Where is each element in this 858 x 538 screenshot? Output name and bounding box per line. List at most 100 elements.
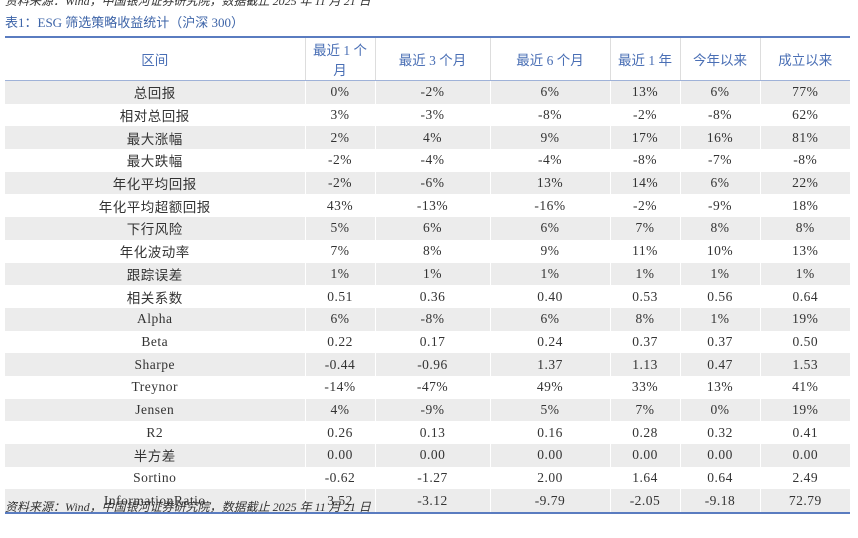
cell: 0.00 xyxy=(374,444,490,467)
cell: 19% xyxy=(759,398,850,422)
table-row: 最大涨幅 2% 4% 9% 17% 16% 81% xyxy=(5,126,850,150)
row-label: R2 xyxy=(146,424,164,440)
cell: 10% xyxy=(679,239,760,263)
cell: -2% xyxy=(374,80,490,104)
cell: 43% xyxy=(304,194,375,218)
cell: -9% xyxy=(374,398,490,422)
cell: 72.79 xyxy=(759,489,850,515)
cell: -8% xyxy=(374,307,490,331)
table-row: 年化平均超额回报 43% -13% -16% -2% -9% 18% xyxy=(5,194,850,218)
top-note: 资料来源：Wind，中国银河证券研究院，数据截止 2025 年 11 月 21 … xyxy=(5,0,371,8)
row-label: 半方差 xyxy=(5,444,305,467)
cell: 0% xyxy=(679,398,760,422)
cell: 0.00 xyxy=(304,444,375,467)
cell: -13% xyxy=(374,194,490,218)
cell: 3% xyxy=(304,103,375,127)
cell: 0.13 xyxy=(374,421,490,444)
cell: 6% xyxy=(679,80,760,104)
cell: 8% xyxy=(759,217,850,240)
row-label: 跟踪误差 xyxy=(5,262,305,286)
cell: 1% xyxy=(609,262,680,286)
cell: 6% xyxy=(489,217,610,240)
cell: 1% xyxy=(679,307,760,331)
cell: 6% xyxy=(489,307,610,331)
cell: -4% xyxy=(374,149,490,172)
cell: 0.40 xyxy=(489,285,610,308)
cell: 7% xyxy=(304,239,375,263)
cell: 0.24 xyxy=(489,330,610,354)
cell: 1% xyxy=(679,262,760,286)
table-row: Beta 0.22 0.17 0.24 0.37 0.37 0.50 xyxy=(5,330,850,354)
cell: 7% xyxy=(609,217,680,240)
column-header: 今年以来 xyxy=(679,36,760,81)
column-header: 最近 6 个月 xyxy=(489,36,610,81)
cell: 0.17 xyxy=(374,330,490,354)
cell: 0.28 xyxy=(609,421,680,444)
cell: -0.44 xyxy=(304,353,375,376)
cell: 1% xyxy=(759,262,850,286)
cell: 8% xyxy=(679,217,760,240)
cell: -7% xyxy=(679,149,760,172)
cell: 0.56 xyxy=(679,285,760,308)
cell: 5% xyxy=(489,398,610,422)
column-header: 最近 1 年 xyxy=(609,36,680,81)
cell: 13% xyxy=(759,239,850,263)
cell: 0% xyxy=(304,80,375,104)
cell: -3% xyxy=(374,103,490,127)
cell: 8% xyxy=(609,307,680,331)
cell: 49% xyxy=(489,375,610,399)
cell: 1.64 xyxy=(609,466,680,490)
table-row: 年化平均回报 -2% -6% 13% 14% 6% 22% xyxy=(5,171,850,195)
row-label: 相对总回报 xyxy=(119,109,190,125)
cell: 0.16 xyxy=(489,421,610,444)
cell: 0.41 xyxy=(759,421,850,444)
table-row: 下行风险 5% 6% 6% 7% 8% 8% xyxy=(5,217,850,240)
row-label: 年化平均超额回报 xyxy=(98,199,211,215)
row-label: 相关系数 xyxy=(126,290,183,306)
table-row: 跟踪误差 1% 1% 1% 1% 1% 1% xyxy=(5,262,850,286)
cell: 62% xyxy=(759,103,850,127)
cell: 0.37 xyxy=(679,330,760,354)
cell: 0.32 xyxy=(679,421,760,444)
cell: 18% xyxy=(759,194,850,218)
cell: -2% xyxy=(304,171,375,195)
cell: 14% xyxy=(609,171,680,195)
row-label: Treynor xyxy=(131,379,178,395)
table-row: 最大跌幅 -2% -4% -4% -8% -7% -8% xyxy=(5,149,850,172)
cell: 6% xyxy=(304,307,375,331)
column-header: 成立以来 xyxy=(759,36,850,81)
table-row: 年化波动率 7% 8% 9% 11% 10% 13% xyxy=(5,239,850,263)
cell: -9.79 xyxy=(489,489,610,515)
cell: -47% xyxy=(374,375,490,399)
column-header: 区间 xyxy=(5,36,305,81)
cell: 13% xyxy=(489,171,610,195)
cell: 11% xyxy=(609,239,680,263)
row-label: Sortino xyxy=(133,470,177,486)
cell: -14% xyxy=(304,375,375,399)
cell: -3.12 xyxy=(374,489,490,515)
cell: 0.00 xyxy=(489,444,610,467)
table-row: 总回报 0% -2% 6% 13% 6% 77% xyxy=(5,80,850,104)
row-label: 年化波动率 xyxy=(119,245,190,261)
cell: 4% xyxy=(374,126,490,150)
cell: 0.47 xyxy=(679,353,760,376)
cell: 8% xyxy=(374,239,490,263)
table-row: R2 0.26 0.13 0.16 0.28 0.32 0.41 xyxy=(5,421,850,444)
cell: 81% xyxy=(759,126,850,150)
cell: 17% xyxy=(609,126,680,150)
cell: 6% xyxy=(489,80,610,104)
cell: 2.00 xyxy=(489,466,610,490)
cell: -16% xyxy=(489,194,610,218)
cell: 6% xyxy=(374,217,490,240)
cell: 0.00 xyxy=(679,444,760,467)
cell: 0.50 xyxy=(759,330,850,354)
cell: 1% xyxy=(304,262,375,286)
column-header: 最近 3 个月 xyxy=(374,36,490,81)
cell: -8% xyxy=(679,103,760,127)
cell: 4% xyxy=(304,398,375,422)
row-label: 最大跌幅 xyxy=(126,154,183,170)
cell: -4% xyxy=(489,149,610,172)
cell: 2% xyxy=(304,126,375,150)
cell: 1% xyxy=(374,262,490,286)
